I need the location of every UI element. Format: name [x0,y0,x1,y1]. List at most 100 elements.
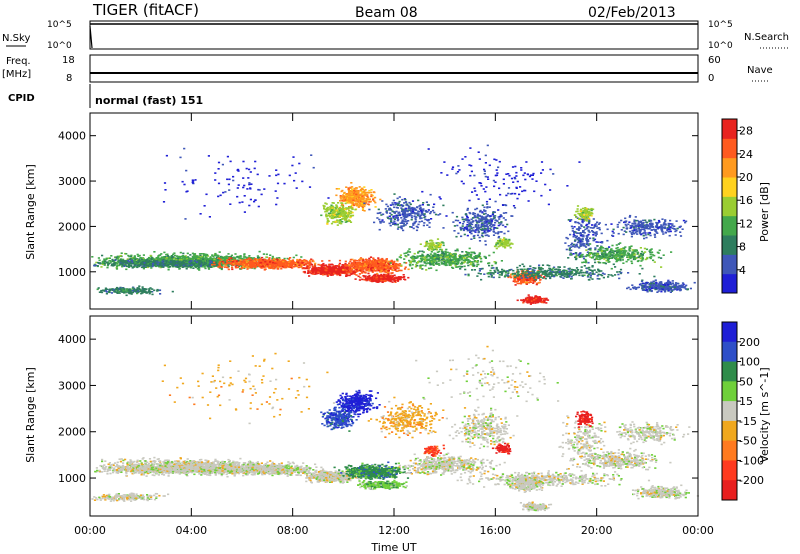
power-echo [342,209,345,211]
power-echo [374,273,377,276]
power-echo [124,262,128,265]
power-echo [174,264,177,267]
power-echo [134,262,137,264]
power-echo [227,256,230,258]
power-echo [304,262,307,265]
power-echo [410,216,414,219]
power-echo [231,260,234,262]
power-echo [322,266,325,269]
power-echo [193,260,196,262]
power-echo [272,261,275,264]
power-echo [113,262,116,264]
power-echo [410,215,413,217]
power-echo [388,217,391,220]
power-echo [402,274,405,276]
power-echo [382,263,385,265]
power-echo [383,277,386,279]
power-echo [299,262,302,265]
power-echo [253,257,256,259]
power-echo [272,261,275,263]
power-echo [328,259,331,262]
power-echo [322,270,325,272]
power-echo [181,266,184,268]
power-echo [329,273,332,276]
power-echo [364,275,367,278]
power-echo [382,278,385,280]
power-echo [369,263,372,265]
power-echo [189,258,192,260]
power-echo [403,211,407,214]
power-echo [189,264,192,267]
power-echo [256,257,260,259]
power-echo [192,254,196,256]
power-echo [399,222,402,224]
power-echo [350,273,353,276]
power-echo [346,207,349,210]
power-echo [252,260,255,263]
power-echo [171,260,175,263]
power-echo [189,266,192,269]
power-echo [387,260,390,263]
power-echo [400,221,404,223]
power-echo [401,208,404,211]
power-echo [282,261,285,264]
power-echo [342,205,345,208]
power-echo [229,255,232,258]
power-echo [248,257,251,259]
power-echo [415,216,418,218]
power-echo [267,265,270,267]
power-echo [463,257,467,259]
power-echo [307,263,310,265]
power-echo [350,265,353,267]
power-echo [380,260,383,263]
power-echo [355,187,358,189]
power-echo [256,265,259,268]
power-echo [257,264,260,266]
noise-panel-frame [89,20,699,50]
power-echo [384,279,387,281]
power-echo [150,267,153,269]
power-echo [187,259,190,261]
power-echo [227,265,230,267]
power-echo [227,261,230,263]
power-echo [304,267,308,269]
power-echo [150,258,153,260]
power-echo [375,269,378,271]
power-echo [242,259,245,261]
power-echo [201,256,205,259]
power-echo [351,186,354,188]
power-echo [442,204,445,207]
power-echo [405,216,408,219]
power-echo [253,265,256,268]
power-echo [416,214,419,217]
power-echo [271,259,274,262]
power-echo [379,220,382,223]
power-echo [207,259,210,262]
power-echo [245,260,248,262]
power-echo [368,201,371,203]
power-echo [116,264,119,267]
power-echo [215,254,218,256]
power-echo [233,261,237,263]
power-echo [372,257,375,259]
power-echo [265,256,268,258]
power-echo [381,265,384,267]
power-echo [359,258,362,260]
power-echo [326,221,329,223]
power-echo [175,265,179,267]
power-echo [268,258,271,261]
power-echo [429,212,432,215]
power-echo [273,263,276,266]
power-echo [373,278,377,280]
power-echo [283,257,286,260]
power-echo [356,263,359,266]
power-echo [331,205,334,208]
power-echo [349,196,352,199]
power-echo [324,266,327,269]
power-echo [198,269,201,271]
power-echo [214,252,217,255]
power-echo [348,191,351,194]
power-echo [173,252,176,254]
power-echo [269,261,272,263]
power-echo [349,187,352,189]
